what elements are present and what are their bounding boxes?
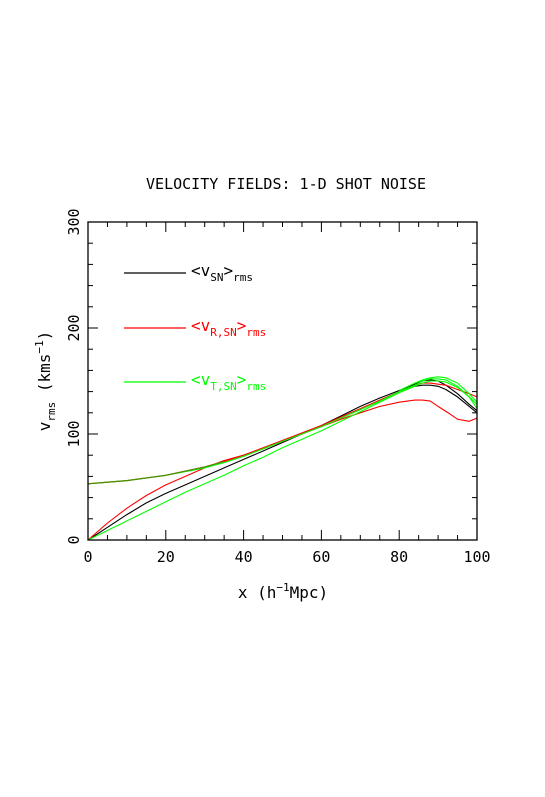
legend-label-rms: rms xyxy=(246,326,266,339)
legend-label-sub: R,SN xyxy=(210,326,237,339)
chart-title: VELOCITY FIELDS: 1-D SHOT NOISE xyxy=(146,175,426,193)
legend-label-sub: T,SN xyxy=(210,380,237,393)
y-axis-label-sup: −1 xyxy=(33,340,46,353)
series-layer xyxy=(87,376,478,541)
legend-label-pre: <v xyxy=(191,261,210,280)
legend-label-rms: rms xyxy=(246,380,266,393)
y-tick-label: 300 xyxy=(65,208,83,235)
y-axis-label-sub: rms xyxy=(45,402,58,422)
y-axis-label: vrms (kms−1) xyxy=(33,331,58,432)
series-line-v_t_sn-3 xyxy=(87,378,478,485)
legend: <vSN>rms<vR,SN>rms<vT,SN>rms xyxy=(124,261,266,393)
legend-label-pre: <v xyxy=(191,370,210,389)
ticks: 0 20 40 60 80 100 0 100 200 300 xyxy=(65,208,491,566)
legend-label-bracket: > xyxy=(237,316,247,335)
legend-label-pre: <v xyxy=(191,316,210,335)
legend-item-v_r_sn: <vR,SN>rms xyxy=(124,316,266,339)
series-line-v_t_sn-2 xyxy=(398,376,478,403)
series-line-v_t_sn-1 xyxy=(87,380,478,541)
x-tick-label: 60 xyxy=(312,548,330,566)
y-axis-label-tail: (kms xyxy=(35,354,54,402)
series-line-v_r_sn-1 xyxy=(87,399,478,541)
y-axis-label-main: v xyxy=(35,422,54,432)
y-tick-label: 200 xyxy=(65,314,83,341)
legend-label: <vR,SN>rms xyxy=(191,316,266,339)
legend-label-bracket: > xyxy=(237,370,247,389)
x-tick-label: 20 xyxy=(157,548,175,566)
legend-item-v_t_sn: <vT,SN>rms xyxy=(124,370,266,393)
legend-label-rms: rms xyxy=(233,271,253,284)
series-line-v_sn-1 xyxy=(87,384,478,541)
x-tick-label: 0 xyxy=(83,548,92,566)
y-tick-label: 100 xyxy=(65,420,83,447)
x-axis-label: x (h−1Mpc) xyxy=(238,581,328,602)
y-tick-label: 0 xyxy=(65,535,83,544)
x-axis-label-tail: Mpc) xyxy=(290,583,329,602)
legend-label-sub: SN xyxy=(210,271,223,284)
legend-item-v_sn: <vSN>rms xyxy=(124,261,253,284)
legend-label-bracket: > xyxy=(224,261,234,280)
series-line-v_r_sn-2 xyxy=(87,382,478,485)
x-axis-label-sup: −1 xyxy=(276,581,289,594)
x-tick-label: 80 xyxy=(390,548,408,566)
legend-label: <vT,SN>rms xyxy=(191,370,266,393)
y-axis-label-end: ) xyxy=(35,331,54,341)
legend-label: <vSN>rms xyxy=(191,261,253,284)
x-tick-label: 40 xyxy=(235,548,253,566)
x-tick-label: 100 xyxy=(463,548,490,566)
series-overlap-line xyxy=(87,461,225,485)
x-axis-label-main: x (h xyxy=(238,583,277,602)
